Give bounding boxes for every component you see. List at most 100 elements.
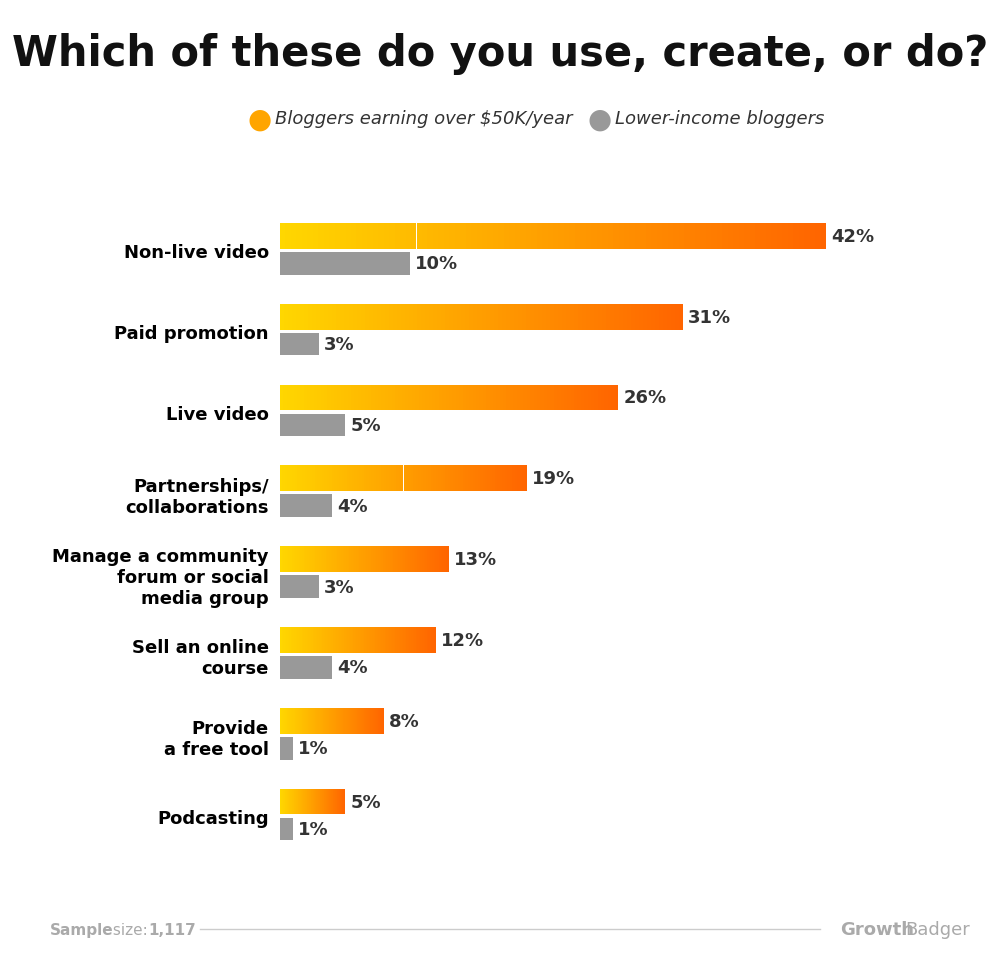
Bar [370,708,372,734]
Bar [295,547,297,573]
Bar [320,708,321,734]
Bar [310,466,312,492]
Bar [486,385,490,411]
Bar [448,466,450,492]
Bar [388,547,390,573]
Bar [594,385,598,411]
Bar [332,466,334,492]
Bar [358,708,359,734]
Bar [586,224,591,250]
Bar [289,708,290,734]
Bar [425,304,429,331]
Bar [608,385,611,411]
Bar [646,224,651,250]
Bar [352,708,353,734]
Bar [323,708,324,734]
Bar [419,547,420,573]
Bar [793,224,799,250]
Bar [433,304,437,331]
Bar [320,466,322,492]
Bar [292,304,296,331]
Bar [651,224,657,250]
Bar [341,708,342,734]
Bar [405,627,406,653]
Bar [314,627,316,653]
Bar [356,547,358,573]
Bar [322,708,323,734]
Bar [503,385,506,411]
Bar [315,547,317,573]
Bar [385,385,388,411]
Bar [655,304,659,331]
Bar [613,224,619,250]
Bar [371,547,373,573]
Bar [299,708,300,734]
Bar [280,385,283,411]
Bar [706,224,711,250]
Bar [449,385,452,411]
Bar [305,627,307,653]
Bar [366,708,367,734]
Bar [307,708,308,734]
Bar [312,466,315,492]
Bar [363,627,364,653]
Bar [461,304,465,331]
Bar [402,547,403,573]
Bar [334,385,337,411]
Bar [373,547,375,573]
Text: 5%: 5% [350,416,381,435]
Bar [439,385,442,411]
Bar [299,627,300,653]
Bar [374,466,376,492]
Bar [308,708,309,734]
Bar [547,385,550,411]
Bar [478,466,480,492]
Bar [375,385,378,411]
Bar [394,627,395,653]
Bar [391,627,392,653]
Bar [442,547,444,573]
Text: 1%: 1% [298,740,329,758]
Bar [606,304,610,331]
Bar [412,385,415,411]
Bar [321,708,322,734]
Bar [383,708,384,734]
Bar [379,708,380,734]
Bar [315,708,316,734]
Bar [421,466,423,492]
Bar [317,547,319,573]
Bar [463,466,465,492]
Bar [322,627,324,653]
Bar [311,627,313,653]
Bar [407,547,408,573]
Bar [372,627,374,653]
Bar [351,224,356,250]
Bar [755,224,760,250]
Bar [510,466,512,492]
Bar [302,708,303,734]
Bar [363,708,364,734]
Text: Lower-income bloggers: Lower-income bloggers [615,111,824,128]
Bar [321,547,322,573]
Text: 10%: 10% [415,255,458,274]
Bar [339,466,342,492]
Bar [358,627,360,653]
Bar [324,547,326,573]
Bar [378,224,384,250]
Bar [376,466,379,492]
Bar [821,224,826,250]
Bar [393,304,397,331]
Bar [386,547,388,573]
Text: Badger: Badger [905,921,970,938]
Bar [815,224,821,250]
Bar [408,627,409,653]
Bar [431,466,433,492]
Text: ●: ● [588,105,612,133]
Bar [506,385,510,411]
Bar [384,224,389,250]
Bar [433,627,434,653]
Bar [473,304,477,331]
Bar [399,627,400,653]
Bar [350,627,352,653]
Bar [402,385,405,411]
